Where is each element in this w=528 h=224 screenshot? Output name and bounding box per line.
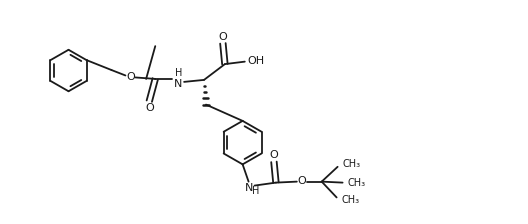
Text: O: O xyxy=(219,32,227,42)
Text: N: N xyxy=(244,183,253,193)
Text: H: H xyxy=(252,185,259,196)
Text: CH₃: CH₃ xyxy=(342,195,360,205)
Text: CH₃: CH₃ xyxy=(343,159,361,169)
Text: O: O xyxy=(270,151,278,160)
Text: O: O xyxy=(145,103,154,112)
Text: H: H xyxy=(175,68,183,78)
Text: O: O xyxy=(297,176,306,186)
Text: OH: OH xyxy=(247,56,265,66)
Text: N: N xyxy=(174,79,182,89)
Text: O: O xyxy=(126,72,135,82)
Text: CH₃: CH₃ xyxy=(347,178,366,188)
